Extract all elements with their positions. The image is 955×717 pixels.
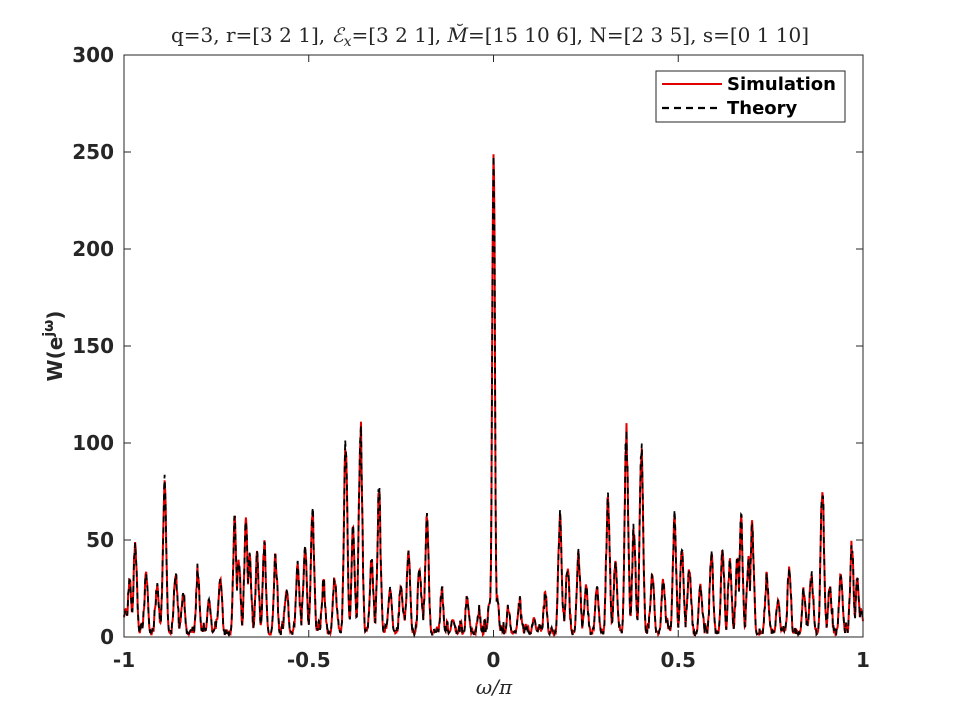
x-tick-label: -1 (113, 648, 135, 672)
y-tick-label: 50 (86, 528, 114, 552)
title-part-1: ℰ (331, 23, 345, 47)
x-tick-label: 0.5 (661, 648, 696, 672)
y-axis-label: W(ejω) (41, 311, 67, 382)
x-axis-label: ω/π (476, 675, 513, 699)
series-layer (123, 154, 864, 639)
title-part-4: M̆ (446, 23, 468, 47)
y-tick-label: 200 (72, 237, 114, 261)
y-tick-label: 0 (100, 625, 114, 649)
chart-title: q=3, r=[3 2 1], ℰx=[3 2 1], M̆=[15 10 6]… (171, 23, 809, 50)
ylabel-part-0: W(e (43, 337, 67, 382)
title-part-2: x (344, 34, 352, 50)
legend-label-simulation: Simulation (727, 74, 836, 95)
y-tick-label: 300 (72, 43, 114, 67)
legend: Simulation Theory (655, 70, 846, 123)
y-tick-label: 250 (72, 140, 114, 164)
ylabel-part-2: ) (43, 311, 67, 320)
title-part-5: =[15 10 6], N=[2 3 5], s=[0 1 10] (468, 23, 809, 47)
title-part-3: =[3 2 1], (351, 23, 447, 47)
ylabel-part-1: jω (41, 320, 57, 338)
x-tick-label: -0.5 (287, 648, 331, 672)
legend-box (655, 70, 846, 123)
y-tick-label: 100 (72, 431, 114, 455)
ticks-layer: -1 -0.5 0 0.5 1 0 50 100 150 200 250 300 (72, 43, 870, 672)
y-tick-label: 150 (72, 334, 114, 358)
legend-label-theory: Theory (727, 98, 798, 119)
x-tick-label: 1 (856, 648, 870, 672)
x-tick-label: 0 (487, 648, 501, 672)
title-part-0: q=3, r=[3 2 1], (171, 23, 332, 47)
series-theory-line (123, 155, 864, 639)
